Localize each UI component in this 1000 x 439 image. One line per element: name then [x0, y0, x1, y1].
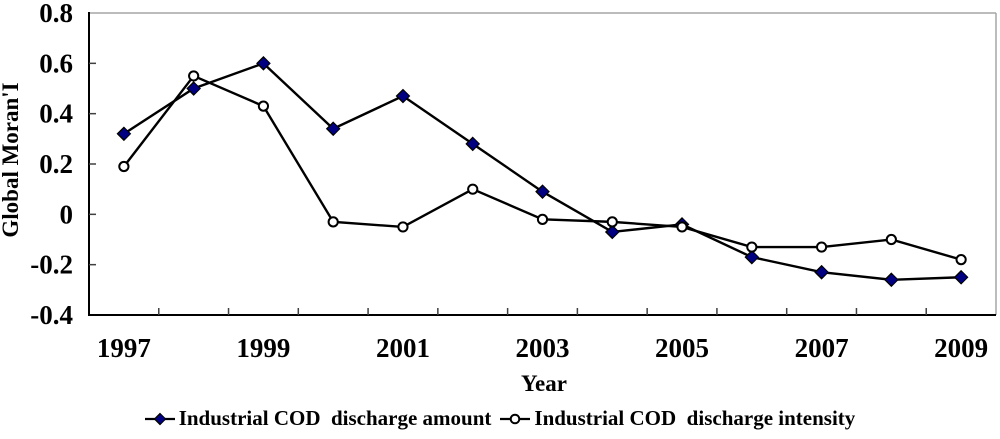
- marker-circle: [885, 233, 897, 246]
- marker-circle: [536, 213, 549, 225]
- marker-circle: [815, 241, 828, 253]
- marker-circle: [188, 70, 200, 82]
- series-line-1: [122, 74, 962, 261]
- x-tick-label: 2001: [376, 333, 430, 363]
- marker-diamond: [465, 136, 481, 152]
- marker-circle: [746, 241, 758, 253]
- marker-diamond: [186, 81, 202, 96]
- marker-diamond: [883, 272, 899, 288]
- series-line-0: [123, 61, 962, 281]
- marker-diamond: [256, 55, 271, 71]
- chart-svg: Global Moran'I Year 0.8 0.6 0.4 0.2 0 -0.2 -0.…: [0, 0, 997, 396]
- y-tick-label: 0.8: [39, 0, 73, 28]
- y-tick-label: 0.4: [39, 99, 73, 129]
- x-tick-label: 1999: [236, 333, 290, 363]
- marker-diamond: [116, 126, 132, 142]
- marker-diamond: [744, 249, 760, 265]
- x-tick-label: 2009: [934, 333, 988, 363]
- circle-marker-icon: [500, 413, 531, 424]
- y-axis-title: Global Moran'I: [0, 82, 23, 237]
- legend-label-intensity: Industrial COD discharge intensity: [534, 406, 856, 430]
- marker-diamond: [814, 264, 829, 280]
- marker-circle: [257, 100, 270, 112]
- marker-diamond: [395, 88, 411, 104]
- legend-item-amount: Industrial COD discharge amount: [144, 406, 492, 431]
- marker-circle: [327, 216, 339, 228]
- x-tick-label: 2005: [655, 333, 709, 363]
- legend-item-intensity: Industrial COD discharge intensity: [500, 406, 855, 431]
- y-tick-label: -0.2: [30, 250, 73, 280]
- y-tick-label: 0.6: [39, 48, 73, 78]
- chart-legend: Industrial COD discharge amount Industri…: [0, 398, 1000, 439]
- x-axis-title: Year: [521, 371, 567, 396]
- marker-circle: [955, 254, 967, 266]
- marker-diamond: [953, 269, 969, 285]
- x-tick-label: 2007: [795, 333, 849, 363]
- y-tick-label: 0.2: [39, 149, 73, 179]
- marker-circle: [676, 221, 688, 233]
- marker-diamond: [325, 121, 341, 137]
- legend-label-amount: Industrial COD discharge amount: [178, 406, 492, 430]
- marker-diamond: [604, 224, 620, 240]
- y-tick-label: -0.4: [30, 300, 73, 330]
- marker-circle: [467, 183, 479, 195]
- marker-circle: [606, 216, 618, 228]
- y-tick-label: 0: [60, 199, 74, 229]
- marker-diamond: [535, 184, 550, 200]
- diamond-marker-icon: [144, 412, 175, 425]
- plot-area: 0.8 0.6 0.4 0.2 0 -0.2 -0.4 1997 1999 2001 2003 200…: [30, 0, 997, 363]
- marker-circle: [397, 221, 409, 233]
- x-tick-label: 2003: [516, 333, 570, 363]
- marker-circle: [118, 160, 130, 173]
- x-tick-label: 1997: [97, 333, 151, 363]
